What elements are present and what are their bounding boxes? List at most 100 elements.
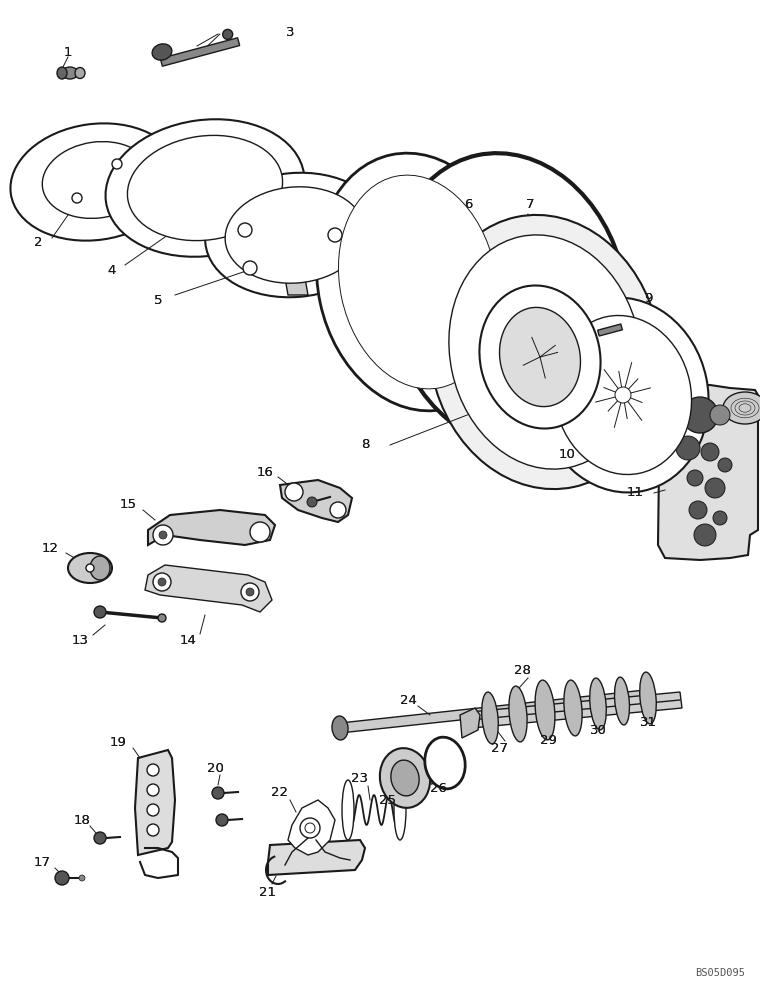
Ellipse shape xyxy=(316,153,520,411)
Circle shape xyxy=(147,764,159,776)
Ellipse shape xyxy=(57,67,67,79)
Ellipse shape xyxy=(615,677,629,725)
Ellipse shape xyxy=(90,556,110,580)
Text: 25: 25 xyxy=(379,794,397,806)
Circle shape xyxy=(689,501,707,519)
Circle shape xyxy=(55,871,69,885)
Text: 13: 13 xyxy=(71,634,88,647)
Text: 28: 28 xyxy=(514,664,530,676)
Circle shape xyxy=(86,564,94,572)
Ellipse shape xyxy=(106,119,305,257)
Circle shape xyxy=(158,614,166,622)
Text: 11: 11 xyxy=(626,487,644,499)
Circle shape xyxy=(300,818,320,838)
Text: 16: 16 xyxy=(257,466,274,479)
Text: 31: 31 xyxy=(639,716,657,728)
Text: 24: 24 xyxy=(400,694,416,706)
Ellipse shape xyxy=(537,298,708,492)
Text: 24: 24 xyxy=(400,694,416,706)
Text: 3: 3 xyxy=(286,26,294,39)
Circle shape xyxy=(216,814,228,826)
Circle shape xyxy=(159,531,167,539)
Text: 28: 28 xyxy=(514,664,530,676)
Text: 10: 10 xyxy=(559,448,575,460)
Text: 6: 6 xyxy=(464,198,472,212)
Ellipse shape xyxy=(332,716,348,740)
Ellipse shape xyxy=(482,692,499,744)
Circle shape xyxy=(153,573,171,591)
Text: 3: 3 xyxy=(286,26,294,39)
Ellipse shape xyxy=(723,392,760,424)
Ellipse shape xyxy=(391,760,419,796)
Polygon shape xyxy=(658,385,758,560)
Text: 26: 26 xyxy=(429,782,446,794)
Text: 4: 4 xyxy=(108,263,116,276)
Circle shape xyxy=(158,578,166,586)
Polygon shape xyxy=(340,690,645,733)
Ellipse shape xyxy=(205,173,385,297)
Circle shape xyxy=(305,823,315,833)
Ellipse shape xyxy=(640,672,657,724)
Text: 25: 25 xyxy=(379,794,397,806)
Circle shape xyxy=(710,405,730,425)
Text: 30: 30 xyxy=(590,724,606,736)
Circle shape xyxy=(241,583,259,601)
Circle shape xyxy=(212,787,224,799)
Polygon shape xyxy=(268,840,365,875)
Ellipse shape xyxy=(43,142,152,218)
Text: 9: 9 xyxy=(644,292,652,304)
Polygon shape xyxy=(148,510,275,545)
Text: 26: 26 xyxy=(429,782,446,794)
Ellipse shape xyxy=(225,187,365,283)
Text: 17: 17 xyxy=(33,856,50,868)
Ellipse shape xyxy=(342,780,354,840)
Text: 4: 4 xyxy=(108,263,116,276)
Text: 27: 27 xyxy=(492,742,508,754)
Text: 29: 29 xyxy=(540,734,556,746)
Ellipse shape xyxy=(564,680,582,736)
Text: 19: 19 xyxy=(109,736,126,748)
Text: 9: 9 xyxy=(644,292,652,304)
Text: 6: 6 xyxy=(464,198,472,212)
Circle shape xyxy=(285,483,303,501)
Circle shape xyxy=(330,502,346,518)
Ellipse shape xyxy=(338,175,498,389)
Text: 8: 8 xyxy=(361,438,369,452)
Ellipse shape xyxy=(535,680,555,740)
Text: 16: 16 xyxy=(257,466,274,479)
Text: 8: 8 xyxy=(361,438,369,452)
Circle shape xyxy=(153,525,173,545)
Circle shape xyxy=(147,784,159,796)
Circle shape xyxy=(94,606,106,618)
Text: 5: 5 xyxy=(154,294,162,306)
Text: BS05D095: BS05D095 xyxy=(695,968,745,978)
Ellipse shape xyxy=(68,553,112,583)
Circle shape xyxy=(72,193,82,203)
Ellipse shape xyxy=(128,135,283,241)
Circle shape xyxy=(328,228,342,242)
Text: 7: 7 xyxy=(526,198,534,212)
Circle shape xyxy=(79,875,85,881)
Ellipse shape xyxy=(449,235,641,469)
Text: 19: 19 xyxy=(109,736,126,748)
Text: 7: 7 xyxy=(526,198,534,212)
Text: 22: 22 xyxy=(271,786,289,798)
Polygon shape xyxy=(460,708,480,738)
Polygon shape xyxy=(597,324,622,336)
Text: 23: 23 xyxy=(351,772,369,784)
Text: 2: 2 xyxy=(33,235,43,248)
Ellipse shape xyxy=(499,307,581,407)
Ellipse shape xyxy=(555,315,692,475)
Text: 13: 13 xyxy=(71,634,88,647)
Circle shape xyxy=(246,588,254,596)
Polygon shape xyxy=(225,220,355,286)
Text: 18: 18 xyxy=(74,814,90,826)
Ellipse shape xyxy=(11,123,179,241)
Text: 18: 18 xyxy=(74,814,90,826)
Text: 12: 12 xyxy=(42,542,59,554)
Circle shape xyxy=(676,436,700,460)
Text: 17: 17 xyxy=(33,856,50,868)
Text: 11: 11 xyxy=(626,487,644,499)
Circle shape xyxy=(250,522,270,542)
Ellipse shape xyxy=(223,29,233,39)
